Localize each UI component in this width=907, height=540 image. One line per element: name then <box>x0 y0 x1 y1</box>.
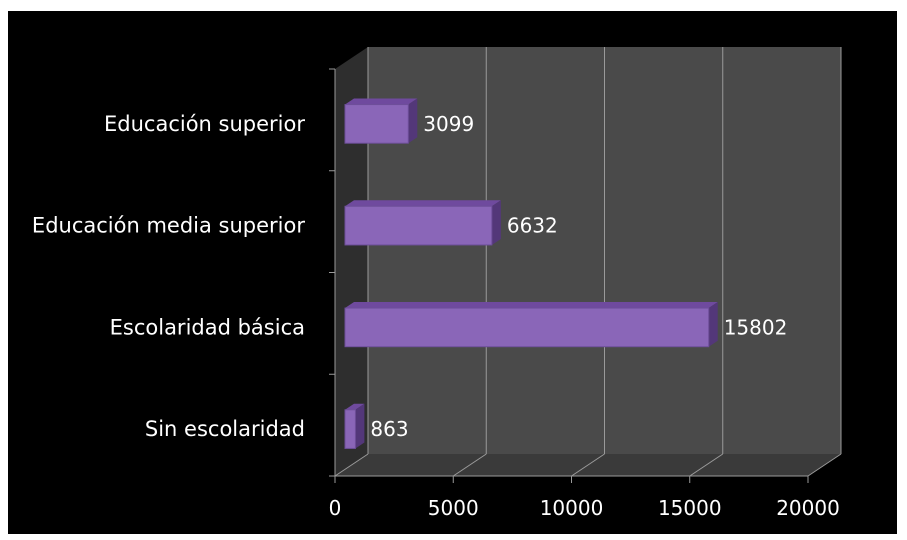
bar-side-face <box>491 200 501 245</box>
side-wall <box>335 47 368 476</box>
x-tick-label: 15000 <box>658 496 722 520</box>
bar-chart: 0 5000 10000 15000 20000 Sin escolaridad 863 Es… <box>32 47 842 520</box>
bar-side-face <box>408 98 418 144</box>
data-label: 6632 <box>507 214 558 238</box>
data-label: 3099 <box>423 112 474 136</box>
bar <box>344 409 356 449</box>
category-label: Educación media superior <box>32 214 305 238</box>
bar-top-face <box>345 302 718 309</box>
bar-top-face <box>345 200 501 207</box>
bar-side-face <box>355 403 365 449</box>
x-tick-label: 10000 <box>540 496 604 520</box>
x-tick-label: 5000 <box>428 496 479 520</box>
chart-frame: 0 5000 10000 15000 20000 Sin escolaridad 863 Es… <box>8 11 897 534</box>
data-label: 15802 <box>724 315 788 339</box>
x-gridline-floor <box>452 453 487 477</box>
data-label: 863 <box>370 417 408 441</box>
category-label: Sin escolaridad <box>145 417 305 441</box>
bar-side-face <box>708 302 718 347</box>
x-gridline-floor <box>689 453 724 477</box>
bar-top-face <box>345 403 365 410</box>
bar <box>344 104 409 144</box>
x-tick-label: 20000 <box>776 496 840 520</box>
x-gridline-floor <box>334 453 369 477</box>
x-gridline-floor <box>571 453 605 477</box>
x-gridline-floor <box>807 453 842 477</box>
bar <box>344 205 493 246</box>
bar-top-face <box>345 98 418 105</box>
category-label: Educación superior <box>104 112 305 136</box>
bar <box>344 307 710 348</box>
x-tick-label: 0 <box>329 496 342 520</box>
category-label: Escolaridad básica <box>110 315 305 339</box>
